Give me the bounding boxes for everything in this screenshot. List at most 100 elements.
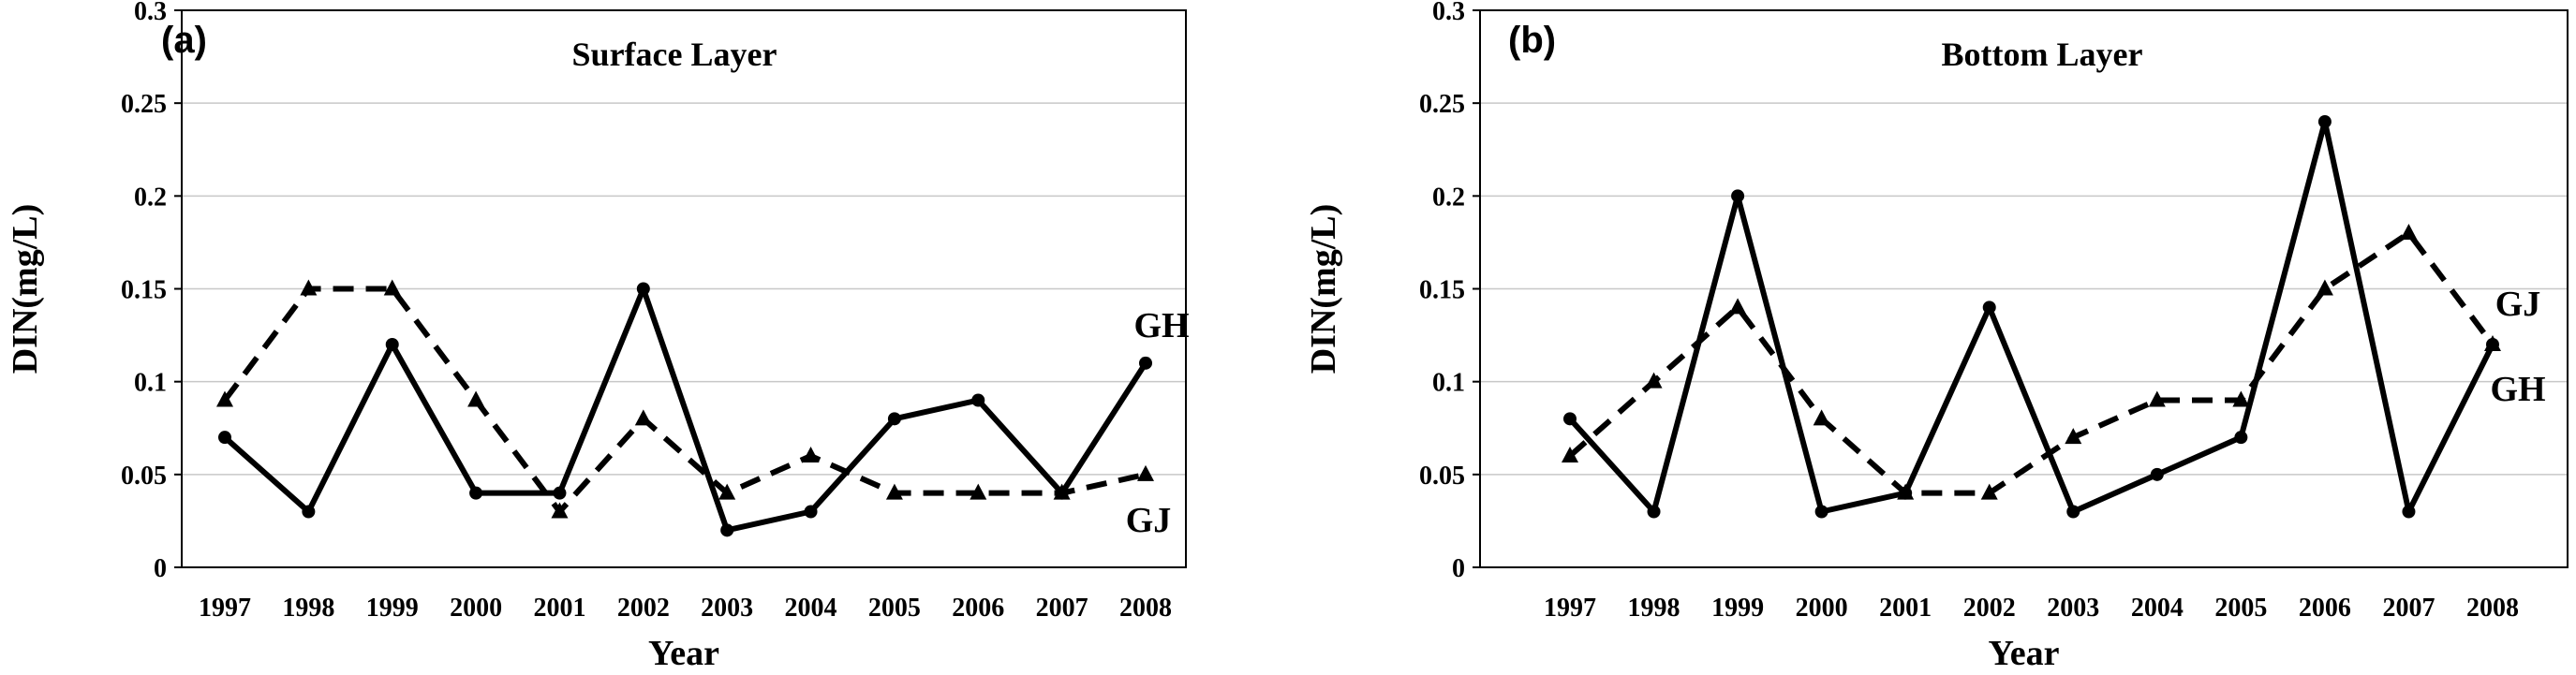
y-tick-label: 0.25 bbox=[121, 90, 167, 119]
x-tick-label: 1997 bbox=[199, 594, 251, 623]
data-point-gh bbox=[218, 431, 231, 445]
y-tick-label: 0.05 bbox=[1419, 462, 1465, 491]
data-point-gj bbox=[1813, 409, 1830, 426]
y-tick-label: 0.2 bbox=[134, 183, 167, 212]
data-point-gj bbox=[300, 279, 318, 296]
chart-panel-b: 0 0.05 0.1 0.15 0.2 0.25 0.3 1997 1998 1999 2000 20… bbox=[1304, 0, 2569, 673]
series-gh bbox=[218, 282, 1152, 537]
plot-area-frame bbox=[1479, 9, 2569, 568]
x-tick-label: 2001 bbox=[533, 594, 585, 623]
x-tick-label: 2000 bbox=[450, 594, 502, 623]
series-line-gh bbox=[1567, 119, 2495, 515]
panel-label: (b) bbox=[1508, 20, 1556, 61]
data-point-gj bbox=[970, 483, 987, 500]
data-point-gh bbox=[2402, 505, 2416, 519]
series-label-gj: GJ bbox=[2495, 285, 2541, 324]
data-point-gj bbox=[1729, 298, 1747, 315]
data-point-gh bbox=[971, 393, 985, 407]
y-tick-label: 0 bbox=[154, 554, 167, 583]
data-point-gh bbox=[385, 338, 399, 351]
data-point-gj bbox=[885, 483, 903, 500]
data-point-gj bbox=[467, 390, 485, 407]
data-point-gh bbox=[2150, 467, 2164, 481]
data-point-gj bbox=[634, 409, 652, 426]
data-point-gj bbox=[383, 279, 401, 296]
data-point-gj bbox=[1053, 483, 1071, 500]
series-gj bbox=[1562, 224, 2501, 500]
x-tick-label: 1997 bbox=[1544, 594, 1596, 623]
series-gh bbox=[1563, 115, 2499, 519]
y-tick-label: 0.3 bbox=[134, 0, 167, 26]
data-point-gh bbox=[2317, 115, 2332, 128]
data-point-gj bbox=[1980, 483, 1998, 500]
x-tick-label: 1998 bbox=[282, 594, 334, 623]
data-point-gj bbox=[2316, 279, 2333, 296]
plot-area-frame bbox=[181, 9, 1187, 568]
data-point-gj bbox=[551, 502, 569, 519]
panel-label: (a) bbox=[161, 20, 207, 61]
series-line-gj bbox=[1568, 230, 2495, 496]
x-tick-label: 2007 bbox=[2382, 594, 2435, 623]
data-point-gh bbox=[1814, 505, 1828, 519]
y-tick-label: 0.15 bbox=[121, 276, 167, 305]
y-tick-label: 0.1 bbox=[1432, 369, 1465, 398]
data-point-gh bbox=[1139, 356, 1152, 370]
chart-title: Bottom Layer bbox=[1942, 36, 2143, 73]
y-tick-label: 0.2 bbox=[1432, 183, 1465, 212]
series-label-gh: GH bbox=[2490, 370, 2545, 409]
data-point-gj bbox=[2148, 390, 2166, 407]
data-point-gh bbox=[553, 486, 567, 500]
data-point-gj bbox=[802, 447, 820, 462]
x-tick-label: 2008 bbox=[1119, 594, 1172, 623]
series-line-gj bbox=[222, 286, 1147, 515]
data-point-gh bbox=[1731, 189, 1745, 203]
data-point-gh bbox=[804, 505, 818, 519]
chart-title: Surface Layer bbox=[572, 36, 777, 73]
y-tick-label: 0.05 bbox=[121, 462, 167, 491]
data-point-gh bbox=[469, 486, 483, 500]
x-tick-label: 1998 bbox=[1628, 594, 1680, 623]
data-point-gh bbox=[636, 282, 650, 296]
y-tick-label: 0.1 bbox=[134, 369, 167, 398]
data-point-gj bbox=[216, 390, 233, 407]
y-tick-label: 0.15 bbox=[1419, 276, 1465, 305]
data-point-gh bbox=[887, 412, 901, 426]
series-label-gj: GJ bbox=[1126, 501, 1172, 540]
x-tick-label: 2002 bbox=[617, 594, 670, 623]
x-tick-label: 2005 bbox=[868, 594, 921, 623]
x-tick-label: 1999 bbox=[1711, 594, 1764, 623]
y-tick-label: 0 bbox=[1452, 554, 1465, 583]
data-point-gj bbox=[2232, 390, 2250, 407]
x-tick-label: 2003 bbox=[2047, 594, 2099, 623]
data-point-gj bbox=[2065, 428, 2082, 445]
y-tick-label: 0.25 bbox=[1419, 90, 1465, 119]
data-point-gj bbox=[2484, 335, 2501, 351]
x-tick-label: 2006 bbox=[952, 594, 1004, 623]
data-point-gh bbox=[1647, 505, 1661, 519]
x-tick-label: 2004 bbox=[2131, 594, 2184, 623]
series-line-gh bbox=[223, 286, 1148, 534]
x-tick-label: 2004 bbox=[785, 594, 837, 623]
data-point-gh bbox=[720, 523, 734, 537]
x-tick-label: 2005 bbox=[2214, 594, 2267, 623]
series-label-gh: GH bbox=[1133, 306, 1189, 345]
data-point-gh bbox=[1563, 412, 1577, 426]
data-point-gh bbox=[1982, 301, 1996, 315]
x-tick-label: 2008 bbox=[2466, 594, 2519, 623]
x-tick-label: 2000 bbox=[1796, 594, 1848, 623]
series-gj bbox=[216, 279, 1154, 519]
x-tick-label: 2002 bbox=[1963, 594, 2016, 623]
x-tick-label: 2007 bbox=[1036, 594, 1088, 623]
y-axis-title: DIN(mg/L) bbox=[1304, 204, 1343, 374]
x-axis-title: Year bbox=[648, 634, 719, 673]
data-point-gj bbox=[1137, 464, 1154, 481]
data-point-gj bbox=[1897, 483, 1915, 500]
data-point-gh bbox=[302, 505, 316, 519]
x-tick-label: 2006 bbox=[2299, 594, 2351, 623]
x-tick-label: 2001 bbox=[1879, 594, 1932, 623]
data-point-gh bbox=[2066, 505, 2080, 519]
chart-panel-a: 0 0.05 0.1 0.15 0.2 0.25 0.3 1997 1998 1999 2000 20… bbox=[6, 0, 1190, 673]
x-tick-label: 2003 bbox=[701, 594, 753, 623]
y-tick-label: 0.3 bbox=[1432, 0, 1465, 26]
